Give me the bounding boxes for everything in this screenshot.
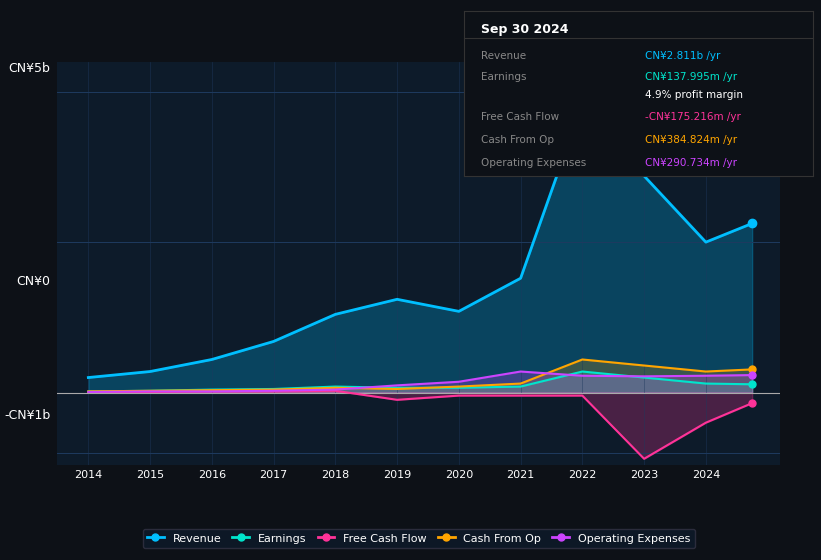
Text: CN¥0: CN¥0: [16, 275, 50, 288]
Text: Sep 30 2024: Sep 30 2024: [481, 23, 569, 36]
Text: CN¥384.824m /yr: CN¥384.824m /yr: [645, 135, 737, 145]
Text: Cash From Op: Cash From Op: [481, 135, 554, 145]
Text: Free Cash Flow: Free Cash Flow: [481, 112, 559, 122]
Text: CN¥290.734m /yr: CN¥290.734m /yr: [645, 158, 737, 168]
Text: Earnings: Earnings: [481, 72, 527, 82]
Text: CN¥2.811b /yr: CN¥2.811b /yr: [645, 51, 721, 61]
Text: CN¥137.995m /yr: CN¥137.995m /yr: [645, 72, 737, 82]
Text: Operating Expenses: Operating Expenses: [481, 158, 586, 168]
Text: -CN¥1b: -CN¥1b: [4, 409, 50, 422]
Legend: Revenue, Earnings, Free Cash Flow, Cash From Op, Operating Expenses: Revenue, Earnings, Free Cash Flow, Cash …: [143, 529, 695, 548]
Text: CN¥5b: CN¥5b: [8, 62, 50, 74]
Text: 4.9% profit margin: 4.9% profit margin: [645, 91, 743, 100]
Text: Revenue: Revenue: [481, 51, 526, 61]
Text: -CN¥175.216m /yr: -CN¥175.216m /yr: [645, 112, 741, 122]
